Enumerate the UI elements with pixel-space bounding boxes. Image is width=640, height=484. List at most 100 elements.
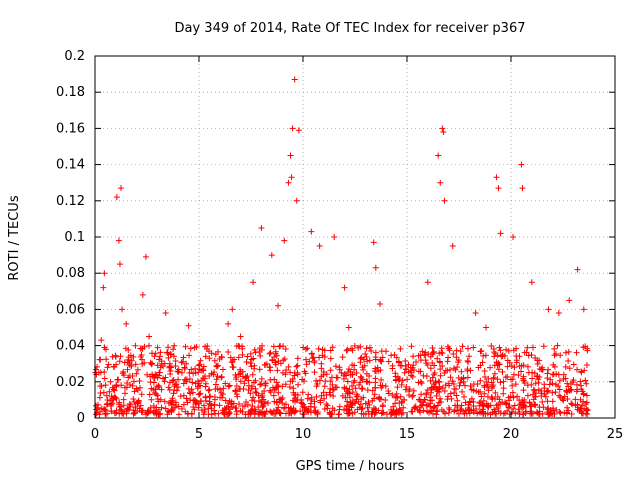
data-point bbox=[126, 362, 133, 369]
data-point bbox=[178, 405, 185, 412]
data-point bbox=[248, 385, 255, 392]
data-point bbox=[539, 398, 546, 405]
data-point bbox=[415, 352, 422, 359]
data-point bbox=[434, 408, 441, 415]
data-point bbox=[287, 152, 294, 159]
data-point bbox=[107, 378, 114, 385]
data-point bbox=[279, 369, 286, 376]
data-point bbox=[252, 377, 259, 384]
data-point bbox=[311, 369, 318, 376]
data-point bbox=[556, 392, 563, 399]
data-point bbox=[574, 366, 581, 373]
data-point bbox=[485, 375, 492, 382]
data-point bbox=[583, 405, 590, 412]
data-point bbox=[533, 409, 540, 416]
data-point bbox=[351, 362, 358, 369]
data-point bbox=[393, 354, 400, 361]
data-series bbox=[92, 76, 591, 418]
data-point bbox=[116, 358, 123, 365]
data-point bbox=[556, 408, 563, 415]
y-tick-label: 0.02 bbox=[56, 375, 85, 390]
data-point bbox=[452, 386, 459, 393]
data-point bbox=[582, 377, 589, 384]
data-point bbox=[466, 398, 473, 405]
data-point bbox=[117, 353, 124, 360]
data-point bbox=[503, 346, 510, 353]
data-point bbox=[206, 355, 213, 362]
data-point bbox=[344, 378, 351, 385]
data-point bbox=[364, 386, 371, 393]
data-point bbox=[147, 379, 154, 386]
data-point bbox=[465, 401, 472, 408]
data-point bbox=[206, 386, 213, 393]
data-point bbox=[251, 362, 258, 369]
data-point bbox=[480, 352, 487, 359]
data-point bbox=[290, 385, 297, 392]
data-point bbox=[306, 358, 313, 365]
data-point bbox=[118, 185, 124, 192]
data-point bbox=[147, 359, 154, 366]
data-point bbox=[446, 406, 453, 413]
data-point bbox=[444, 393, 451, 400]
data-point bbox=[346, 406, 353, 413]
data-point bbox=[410, 353, 417, 360]
data-point bbox=[420, 407, 427, 414]
data-point bbox=[370, 239, 377, 246]
data-point bbox=[480, 403, 487, 410]
data-point bbox=[113, 383, 120, 390]
data-point bbox=[379, 403, 386, 410]
data-point bbox=[364, 378, 371, 385]
data-point bbox=[323, 371, 330, 378]
data-point bbox=[256, 408, 263, 415]
data-point bbox=[429, 345, 436, 352]
data-point bbox=[474, 410, 481, 417]
data-point bbox=[510, 371, 517, 378]
data-point bbox=[372, 264, 379, 271]
data-point bbox=[251, 346, 258, 353]
data-point bbox=[421, 396, 428, 403]
data-point bbox=[513, 359, 520, 366]
data-point bbox=[364, 358, 371, 365]
data-point bbox=[347, 371, 354, 378]
data-point bbox=[397, 407, 404, 414]
data-point bbox=[409, 408, 416, 415]
data-point bbox=[299, 376, 306, 383]
data-point bbox=[515, 372, 522, 379]
data-point bbox=[417, 398, 424, 405]
data-point bbox=[527, 410, 534, 417]
x-tick-label: 20 bbox=[503, 427, 520, 442]
data-point bbox=[417, 378, 424, 385]
data-point bbox=[267, 408, 274, 415]
data-point bbox=[166, 379, 173, 386]
data-point bbox=[282, 345, 289, 352]
data-point bbox=[202, 353, 209, 360]
data-point bbox=[482, 352, 489, 359]
data-point bbox=[375, 407, 382, 414]
data-point bbox=[156, 369, 163, 376]
data-point bbox=[171, 342, 178, 349]
data-point bbox=[102, 382, 109, 389]
data-point bbox=[423, 360, 430, 367]
data-point bbox=[117, 406, 124, 413]
y-tick-label: 0.04 bbox=[56, 339, 85, 354]
data-point bbox=[389, 362, 396, 369]
data-point bbox=[552, 389, 559, 396]
data-point bbox=[321, 406, 328, 413]
data-point bbox=[484, 403, 491, 410]
data-point bbox=[315, 345, 322, 352]
data-point bbox=[517, 400, 524, 407]
data-point bbox=[562, 363, 569, 370]
data-point bbox=[153, 391, 160, 398]
data-point bbox=[214, 363, 221, 370]
data-point bbox=[510, 347, 517, 354]
data-point bbox=[294, 355, 301, 362]
data-point bbox=[345, 366, 352, 373]
data-point bbox=[512, 410, 519, 417]
data-point bbox=[580, 391, 587, 398]
data-point bbox=[142, 253, 149, 260]
data-point bbox=[531, 370, 538, 377]
data-point bbox=[470, 387, 477, 394]
data-point bbox=[266, 364, 273, 371]
data-point bbox=[349, 383, 356, 390]
data-point bbox=[504, 357, 511, 364]
